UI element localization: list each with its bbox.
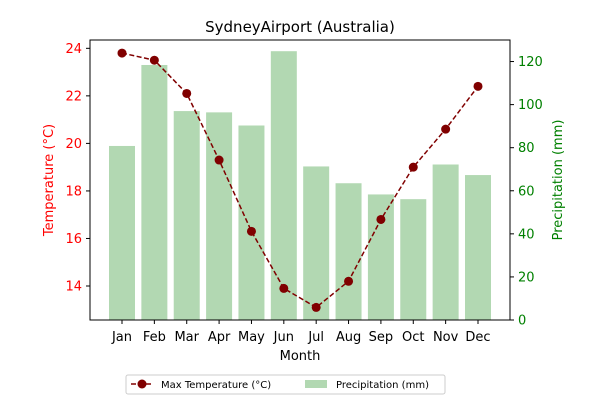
left-y-axis-label: Temperature (°C) [42, 124, 57, 237]
temp-point-aug [344, 276, 354, 286]
temp-point-jul [311, 302, 321, 312]
plot-frame [89, 39, 511, 321]
right-y-axis: 0 20 40 60 80 100 120 [510, 55, 543, 329]
precip-bar-apr [206, 112, 233, 320]
precip-bar-feb [141, 64, 168, 320]
temp-point-apr [214, 155, 224, 165]
left-tick-label: 22 [65, 89, 82, 104]
left-tick-label: 20 [65, 137, 82, 152]
x-tick-label-jan: Jan [111, 330, 132, 345]
right-y-axis-label: Precipitation (mm) [551, 120, 566, 241]
temp-point-sep [376, 214, 386, 224]
precip-bar-may [238, 125, 265, 320]
precip-bar-nov [432, 164, 459, 320]
precip-bar-dec [465, 175, 491, 320]
right-tick-label: 60 [518, 184, 535, 199]
legend: Max Temperature (°C) Precipitation (mm) [125, 374, 446, 395]
temp-point-jun [279, 283, 289, 293]
temp-point-jan [117, 48, 127, 58]
x-axis-label: Month [280, 349, 321, 364]
left-y-axis: 14 16 18 20 22 24 [65, 42, 90, 295]
temperature-line-layer [117, 48, 483, 312]
legend-bar-swatch [305, 380, 327, 388]
precip-bar-sep [367, 194, 394, 320]
precip-bar-aug [335, 183, 362, 320]
precip-bar-jul [303, 166, 330, 320]
legend-frame [125, 374, 446, 395]
left-tick-label: 16 [65, 232, 82, 247]
x-tick-label-oct: Oct [402, 330, 424, 345]
x-tick-label-feb: Feb [143, 330, 166, 345]
precip-bar-jun [270, 51, 297, 320]
x-tick-label-may: May [238, 330, 265, 345]
temp-point-oct [408, 162, 418, 172]
x-tick-label-jun: Jun [273, 330, 294, 345]
legend-label-temperature: Max Temperature (°C) [161, 380, 271, 391]
chart-title: SydneyAirport (Australia) [205, 18, 395, 36]
right-tick-label: 40 [518, 227, 535, 242]
left-tick-label: 24 [65, 42, 82, 57]
right-tick-label: 80 [518, 141, 535, 156]
legend-marker-swatch [137, 379, 147, 389]
right-tick-label: 120 [518, 55, 543, 70]
right-tick-label: 100 [518, 98, 543, 113]
x-tick-label-aug: Aug [336, 330, 361, 345]
left-tick-label: 18 [65, 184, 82, 199]
temp-point-may [246, 226, 256, 236]
left-tick-label: 14 [65, 280, 82, 295]
legend-label-precipitation: Precipitation (mm) [336, 380, 429, 391]
temp-point-feb [149, 55, 159, 65]
x-tick-label-apr: Apr [208, 330, 231, 345]
x-tick-label-mar: Mar [174, 330, 199, 345]
precip-bar-mar [173, 111, 200, 320]
right-tick-label: 0 [518, 314, 526, 329]
precip-bar-oct [400, 199, 427, 320]
temp-point-dec [473, 81, 483, 91]
x-tick-label-nov: Nov [433, 330, 459, 345]
right-tick-label: 20 [518, 270, 535, 285]
temp-point-nov [441, 124, 451, 134]
precip-bar-jan [109, 145, 135, 320]
temperature-line [121, 52, 479, 309]
precipitation-bars [109, 51, 491, 320]
x-axis: Jan Feb Mar Apr May Jun Jul Aug Sep Oct Nov Dec [111, 320, 491, 345]
temp-point-mar [182, 88, 192, 98]
x-tick-label-dec: Dec [465, 330, 490, 345]
x-tick-label-sep: Sep [369, 330, 394, 345]
x-tick-label-jul: Jul [307, 330, 324, 345]
